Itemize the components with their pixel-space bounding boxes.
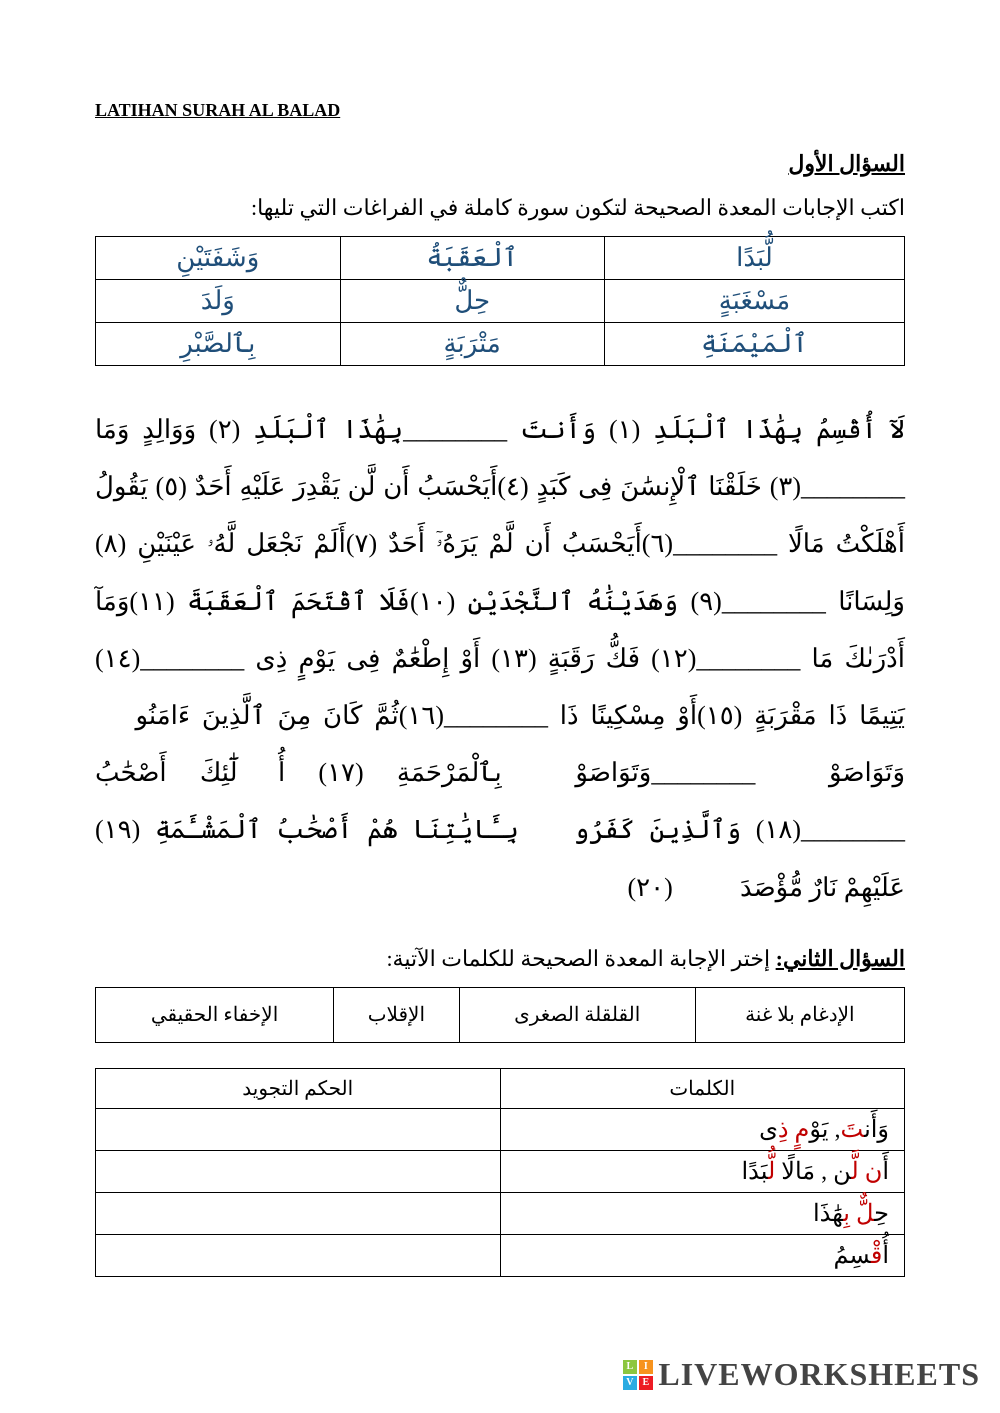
- col-words: الكلمات: [500, 1068, 905, 1108]
- question1-heading: السؤال الأول: [95, 151, 905, 177]
- word-cell[interactable]: وَشَفَتَيْنِ: [96, 237, 341, 280]
- word-cell[interactable]: مَسْغَبَةٍ: [604, 280, 904, 323]
- word-cell[interactable]: ٱلْعَقَبَةُ: [340, 237, 604, 280]
- worksheet-title: LATIHAN SURAH AL BALAD: [95, 100, 905, 121]
- answer-cell[interactable]: [96, 1108, 501, 1150]
- question2-instruction: إختر الإجابة المعدة الصحيحة للكلمات الآت…: [386, 946, 775, 971]
- words-cell: أُقْسِمُ: [500, 1234, 905, 1276]
- option-cell[interactable]: الإخفاء الحقيقي: [96, 987, 334, 1042]
- answer-cell[interactable]: [96, 1150, 501, 1192]
- question2-label: السؤال الثاني:: [776, 946, 905, 971]
- surah-passage[interactable]: لَآ أُقْسِمُ بِهَٰذَا ٱلْبَلَدِ (١) وَأَ…: [95, 401, 905, 916]
- question1-instruction: اكتب الإجابات المعدة الصحيحة لتكون سورة …: [95, 195, 905, 221]
- answer-cell[interactable]: [96, 1192, 501, 1234]
- table-row: الإدغام بلا غنة القلقلة الصغرى الإقلاب ا…: [96, 987, 905, 1042]
- answer-cell[interactable]: [96, 1234, 501, 1276]
- table-row: أُقْسِمُ: [96, 1234, 905, 1276]
- option-cell[interactable]: الإدغام بلا غنة: [695, 987, 904, 1042]
- option-cell[interactable]: القلقلة الصغرى: [459, 987, 695, 1042]
- options-table: الإدغام بلا غنة القلقلة الصغرى الإقلاب ا…: [95, 987, 905, 1043]
- table-row: لُّبَدًا ٱلْعَقَبَةُ وَشَفَتَيْنِ: [96, 237, 905, 280]
- table-row: وَأَنتَ, يَوْمٍ ذِى: [96, 1108, 905, 1150]
- icon-tile: L: [623, 1360, 637, 1374]
- table-row: أَن لَّن , مَالًا لُّبَدًا: [96, 1150, 905, 1192]
- word-cell[interactable]: حِلٌّ: [340, 280, 604, 323]
- table-row: ٱلْمَيْمَنَةِ مَتْرَبَةٍ بِٱلصَّبْرِ: [96, 323, 905, 366]
- tajweed-table: الكلمات الحكم التجويد وَأَنتَ, يَوْمٍ ذِ…: [95, 1068, 905, 1277]
- brand-footer: L I V E LIVEWORKSHEETS: [623, 1356, 980, 1393]
- table-row: مَسْغَبَةٍ حِلٌّ وَلَدَ: [96, 280, 905, 323]
- option-cell[interactable]: الإقلاب: [334, 987, 460, 1042]
- words-cell: حِلٌّ بِهَٰذَا: [500, 1192, 905, 1234]
- icon-tile: I: [639, 1360, 653, 1374]
- brand-icon: L I V E: [623, 1360, 653, 1390]
- icon-tile: V: [623, 1376, 637, 1390]
- table-row: حِلٌّ بِهَٰذَا: [96, 1192, 905, 1234]
- table-header-row: الكلمات الحكم التجويد: [96, 1068, 905, 1108]
- words-cell: أَن لَّن , مَالًا لُّبَدًا: [500, 1150, 905, 1192]
- icon-tile: E: [639, 1376, 653, 1390]
- brand-text: LIVEWORKSHEETS: [658, 1356, 980, 1393]
- word-cell[interactable]: وَلَدَ: [96, 280, 341, 323]
- word-cell[interactable]: ٱلْمَيْمَنَةِ: [604, 323, 904, 366]
- question2-line: السؤال الثاني: إختر الإجابة المعدة الصحي…: [95, 946, 905, 972]
- words-cell: وَأَنتَ, يَوْمٍ ذِى: [500, 1108, 905, 1150]
- col-rule: الحكم التجويد: [96, 1068, 501, 1108]
- word-cell[interactable]: بِٱلصَّبْرِ: [96, 323, 341, 366]
- word-cell[interactable]: مَتْرَبَةٍ: [340, 323, 604, 366]
- word-cell[interactable]: لُّبَدًا: [604, 237, 904, 280]
- word-bank-table: لُّبَدًا ٱلْعَقَبَةُ وَشَفَتَيْنِ مَسْغَ…: [95, 236, 905, 366]
